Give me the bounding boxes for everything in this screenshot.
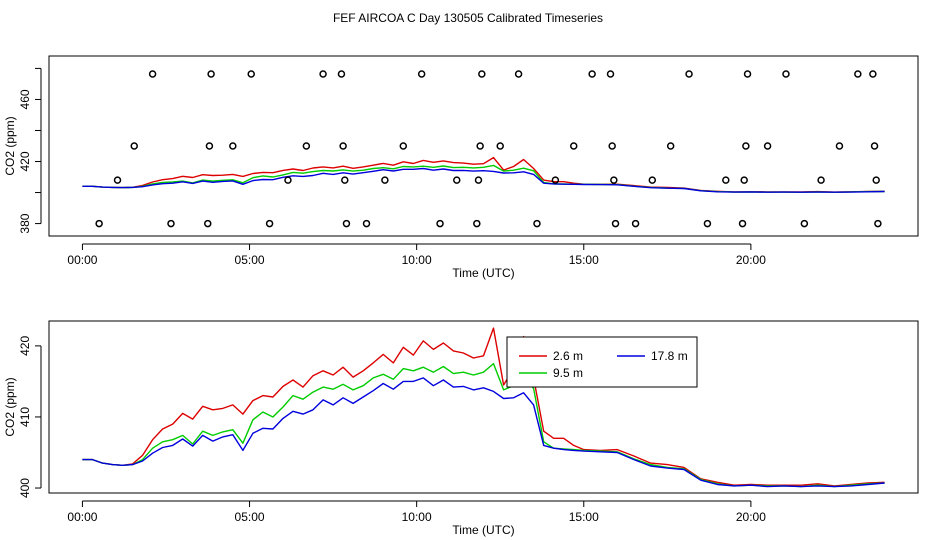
cal-marker [265, 219, 274, 228]
cal-marker [533, 219, 541, 228]
cal-marker [551, 176, 560, 184]
cal-marker [588, 70, 596, 78]
cal-marker [399, 142, 408, 150]
cal-marker [703, 219, 712, 228]
cal-marker [476, 142, 484, 150]
series-line-17-8-m [82, 377, 885, 488]
cal-marker [722, 176, 730, 184]
cal-marker [436, 219, 444, 228]
plot-frame [48, 55, 919, 237]
cal-marker [130, 142, 138, 150]
cal-marker [362, 219, 371, 228]
legend-label: 2.6 m [553, 349, 583, 363]
cal-marker [473, 219, 481, 228]
top-panel: 00:00 05:00 10:00 15:00 20:00 Time (UTC) 380 42… [3, 55, 919, 280]
x-tick-label: 00:00 [67, 253, 97, 267]
plot-data [82, 327, 885, 488]
cal-marker [835, 142, 844, 150]
cal-marker [869, 70, 877, 78]
series-line-9-5-m [82, 164, 885, 193]
cal-marker [284, 176, 292, 184]
cal-marker [207, 70, 215, 78]
cal-marker [339, 142, 347, 150]
x-tick-label: 00:00 [67, 510, 97, 524]
x-tick-label: 20:00 [736, 510, 766, 524]
cal-marker [478, 70, 486, 78]
cal-marker [453, 176, 461, 184]
figure-title: FEF AIRCOA C Day 130505 Calibrated Times… [333, 11, 603, 25]
cal-marker [800, 219, 809, 228]
cal-marker [95, 219, 103, 228]
cal-marker [666, 142, 675, 150]
plot-frame [48, 320, 919, 494]
y-tick-label: 420 [18, 336, 32, 356]
x-tick-label: 15:00 [569, 510, 599, 524]
cal-marker [341, 176, 349, 184]
cal-marker [872, 176, 880, 184]
series-line-17-8-m [82, 167, 885, 193]
cal-marker [496, 142, 504, 150]
x-tick-label: 10:00 [402, 253, 432, 267]
legend: 2.6 m 9.5 m 17.8 m [506, 336, 698, 388]
y-tick-label: 410 [18, 407, 32, 427]
legend-label: 17.8 m [651, 349, 688, 363]
cal-marker [113, 176, 122, 184]
series-line-2-6-m [82, 327, 885, 487]
y-axis-label: CO2 (ppm) [3, 116, 17, 175]
y-tick-label: 460 [18, 89, 32, 109]
x-tick-label: 05:00 [235, 253, 265, 267]
cal-marker [817, 176, 825, 184]
cal-marker [610, 176, 618, 184]
cal-marker [870, 142, 879, 150]
x-axis-label: Time (UTC) [452, 523, 514, 537]
cal-marker [608, 142, 616, 150]
cal-marker [205, 142, 214, 150]
x-tick-label: 20:00 [736, 253, 766, 267]
y-tick-label: 380 [18, 213, 32, 233]
x-axis-label: Time (UTC) [452, 266, 514, 280]
cal-marker [742, 142, 750, 150]
bottom-panel: 00:00 05:00 10:00 15:00 20:00 Time (UTC) 400 41… [3, 320, 919, 537]
cal-marker [381, 176, 389, 184]
legend-label: 9.5 m [553, 366, 583, 380]
cal-marker [148, 70, 157, 78]
cal-marker [606, 70, 615, 78]
cal-marker [302, 142, 311, 150]
plot-data [82, 70, 885, 228]
cal-marker [342, 219, 351, 228]
x-tick-label: 05:00 [235, 510, 265, 524]
cal-marker [763, 142, 772, 150]
cal-marker [631, 219, 640, 228]
cal-marker [474, 176, 483, 184]
cal-marker [874, 219, 882, 228]
cal-marker [738, 219, 747, 228]
x-tick-label: 15:00 [569, 253, 599, 267]
cal-marker [685, 70, 693, 78]
legend-box [506, 336, 698, 388]
cal-marker [514, 70, 523, 78]
cal-marker [743, 70, 752, 78]
cal-marker [611, 219, 620, 228]
cal-marker [229, 142, 237, 150]
cal-marker [854, 70, 862, 78]
cal-marker [782, 70, 790, 78]
series-line-9-5-m [82, 362, 885, 488]
cal-marker [569, 142, 578, 150]
x-tick-label: 10:00 [402, 510, 432, 524]
y-axis-label: CO2 (ppm) [3, 377, 17, 436]
y-tick-label: 420 [18, 151, 32, 171]
cal-marker [417, 70, 426, 78]
cal-marker [740, 176, 748, 184]
cal-marker [204, 219, 212, 228]
cal-marker [247, 70, 255, 78]
series-line-2-6-m [82, 156, 885, 193]
cal-marker [648, 176, 657, 184]
y-tick-label: 400 [18, 478, 32, 498]
cal-marker [167, 219, 175, 228]
cal-marker [319, 70, 327, 78]
cal-marker [337, 70, 346, 78]
